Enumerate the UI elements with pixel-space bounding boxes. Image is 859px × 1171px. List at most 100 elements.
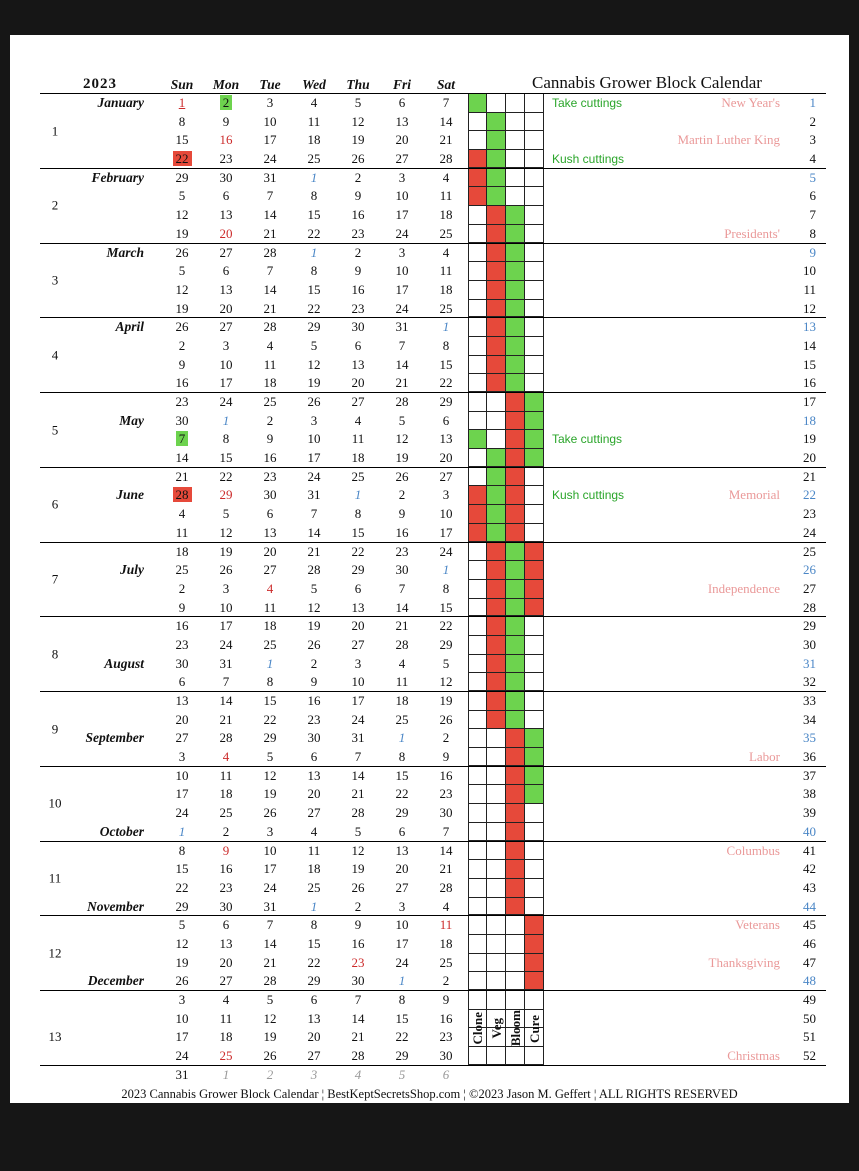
date: 1 <box>398 730 406 746</box>
date-cell: 31 <box>160 1066 204 1085</box>
date: 5 <box>266 992 274 1007</box>
stage-cell <box>468 766 487 786</box>
stage-cell <box>487 393 506 412</box>
date: 22 <box>307 300 321 316</box>
date-cell: 16 <box>336 935 380 954</box>
week-number: 9 <box>809 244 817 260</box>
month-label <box>70 617 160 636</box>
week-row: 19 20 21 22 23 24 25 12 <box>40 299 826 319</box>
date-cell: 1 <box>292 244 336 263</box>
stage-cell <box>525 748 544 766</box>
stage-cell <box>525 860 544 879</box>
stage-cell <box>487 748 506 766</box>
stage-cell <box>468 393 487 412</box>
stage-cell <box>487 579 506 599</box>
holiday-label <box>644 393 784 412</box>
note-label <box>544 187 644 206</box>
week-row: 13 17 18 19 20 21 22 23 51 <box>40 1028 826 1048</box>
week-row: October 1 2 3 4 5 6 7 40 <box>40 822 826 842</box>
week-number: 27 <box>803 580 816 596</box>
date: 9 <box>354 188 362 204</box>
holiday-label: Memorial <box>728 487 780 503</box>
date-cell: 1 <box>292 898 336 916</box>
date-cell: 27 <box>292 804 336 823</box>
week-number: 47 <box>803 954 816 970</box>
date: 10 <box>395 917 409 933</box>
holiday-label: Columbus <box>726 842 780 858</box>
holiday-label <box>644 561 784 580</box>
month-label: November <box>87 898 144 914</box>
date-cell: 17 <box>160 1028 204 1047</box>
week-number: 42 <box>803 861 816 877</box>
date-cell: 25 <box>292 879 336 898</box>
date-cell: 2 <box>292 655 336 674</box>
date: 20 <box>439 450 453 466</box>
date: 18 <box>175 543 189 559</box>
date-cell: 29 <box>380 804 424 823</box>
date: 7 <box>442 823 450 839</box>
date-cell: 26 <box>292 393 336 412</box>
date: 30 <box>439 1048 453 1064</box>
stage-cell <box>468 785 487 805</box>
date-cell: 19 <box>160 225 204 243</box>
day-header-thu: Thu <box>346 77 370 92</box>
date-cell: 5 <box>204 505 248 524</box>
date-cell: 20 <box>292 1028 336 1047</box>
date: 23 <box>307 711 321 727</box>
date-cell: 27 <box>424 468 468 487</box>
period-number <box>40 673 70 691</box>
stage-cell <box>468 187 487 207</box>
date: 13 <box>175 693 189 708</box>
date: 30 <box>395 562 409 578</box>
date: 20 <box>263 543 277 559</box>
date-cell: 26 <box>248 1047 292 1065</box>
note-label <box>544 954 644 973</box>
note-label <box>544 692 644 711</box>
stage-cell <box>506 878 525 898</box>
date: 3 <box>222 580 230 596</box>
date-cell: 29 <box>424 393 468 412</box>
date-cell: 23 <box>424 1028 468 1047</box>
date-cell: 4 <box>248 580 292 599</box>
stage-cell <box>487 112 506 132</box>
note-label <box>544 244 644 263</box>
week-number: 49 <box>803 992 816 1007</box>
holiday-label <box>644 300 784 318</box>
date-cell: 2 <box>336 244 380 263</box>
date: 14 <box>175 450 189 466</box>
week-row: 5 May 30 1 2 3 4 5 6 18 <box>40 411 826 437</box>
date-cell: 26 <box>424 711 468 730</box>
period-number <box>40 1010 70 1029</box>
stage-cell <box>468 299 487 318</box>
stage-cell <box>487 654 506 674</box>
date-cell: 28 <box>160 486 204 505</box>
date: 6 <box>310 992 318 1007</box>
stage-cell <box>506 206 525 225</box>
date-cell: 8 <box>292 916 336 935</box>
week-row: January 1 2 3 4 5 6 7 Take cuttings New Year's 1 <box>40 94 826 113</box>
date-cell: 18 <box>248 617 292 636</box>
date-cell: 5 <box>292 337 336 356</box>
stage-cell <box>468 1066 487 1085</box>
date-cell: 21 <box>380 374 424 392</box>
stage-cell <box>487 878 506 898</box>
date-cell: 24 <box>248 879 292 898</box>
date: 30 <box>219 898 233 914</box>
stage-cell <box>525 486 544 506</box>
date-cell: 25 <box>424 225 468 243</box>
stage-cell <box>525 897 544 916</box>
date-cell: 9 <box>380 505 424 524</box>
month-label <box>70 636 160 655</box>
date: 30 <box>219 169 233 185</box>
period-number <box>40 393 70 412</box>
date: 19 <box>351 132 365 148</box>
date: 24 <box>219 636 233 652</box>
date: 7 <box>398 337 406 353</box>
date-cell: 6 <box>424 412 468 431</box>
date: 10 <box>219 599 233 615</box>
month-label <box>70 711 160 730</box>
date: 27 <box>219 319 233 335</box>
date-cell: 30 <box>160 655 204 674</box>
date: 3 <box>178 992 186 1007</box>
date-cell: 25 <box>380 711 424 730</box>
